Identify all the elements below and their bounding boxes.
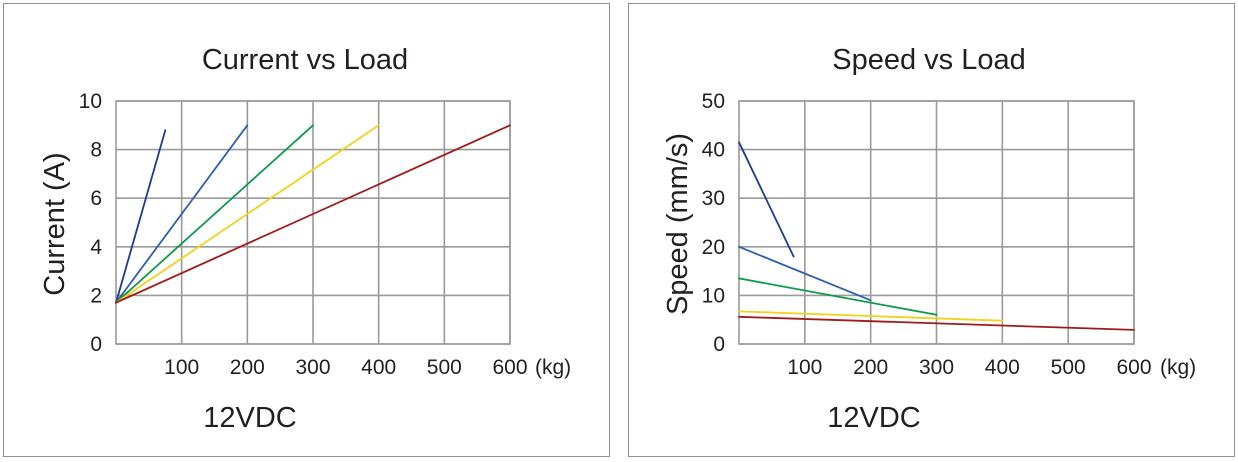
series-line-2 (115, 124, 249, 304)
y-axis-label: Current (A) (39, 152, 71, 295)
chart-title: Current vs Load (202, 44, 408, 76)
x-tick-label: 200 (853, 356, 888, 379)
y-tick-label: 20 (702, 236, 725, 259)
y-tick-label: 10 (702, 284, 725, 307)
y-tick-label: 30 (702, 187, 725, 210)
x-axis-unit: (kg) (535, 356, 571, 379)
speed-vs-load-chart: Speed vs Load Speed (mm/s) 12VDC (kg) 10… (662, 44, 1196, 434)
y-tick-label: 0 (713, 333, 725, 356)
x-tick-label: 300 (919, 356, 954, 379)
x-axis-unit: (kg) (1160, 356, 1196, 379)
series-line-5 (115, 124, 511, 304)
series-line-5 (738, 315, 1135, 331)
series-line-4 (115, 124, 380, 304)
x-tick-label: 200 (230, 356, 265, 379)
x-tick-label: 100 (787, 356, 822, 379)
x-tick-label: 300 (295, 356, 330, 379)
series-line-3 (738, 277, 938, 316)
y-tick-label: 2 (90, 284, 102, 307)
chart-subtitle: 12VDC (827, 402, 921, 434)
y-tick-label: 4 (90, 236, 102, 259)
series-line-2 (738, 245, 872, 302)
x-tick-label: 500 (427, 356, 462, 379)
y-tick-label: 8 (90, 139, 102, 162)
y-tick-label: 6 (90, 187, 102, 210)
chart-subtitle: 12VDC (203, 402, 297, 434)
x-tick-label: 400 (361, 356, 396, 379)
series-line-1 (115, 129, 167, 304)
y-tick-label: 40 (702, 139, 725, 162)
chart-panel-speed-vs-load: Speed vs Load Speed (mm/s) 12VDC (kg) 10… (628, 3, 1235, 457)
series-line-1 (738, 141, 795, 258)
x-tick-label: 600 (1116, 356, 1151, 379)
current-vs-load-chart: Current vs Load Current (A) 12VDC (kg) 1… (39, 44, 571, 434)
y-tick-label: 0 (90, 333, 102, 356)
y-tick-label: 50 (702, 90, 725, 113)
x-tick-label: 500 (1051, 356, 1086, 379)
series-line-3 (115, 124, 314, 304)
y-tick-label: 10 (79, 90, 102, 113)
x-tick-label: 400 (985, 356, 1020, 379)
y-axis-label: Speed (mm/s) (662, 133, 694, 315)
chart-panel-current-vs-load: Current vs Load Current (A) 12VDC (kg) 1… (3, 3, 610, 457)
series-line-4 (738, 310, 1004, 322)
x-tick-label: 600 (492, 356, 527, 379)
x-tick-label: 100 (164, 356, 199, 379)
chart-title: Speed vs Load (832, 44, 1025, 76)
